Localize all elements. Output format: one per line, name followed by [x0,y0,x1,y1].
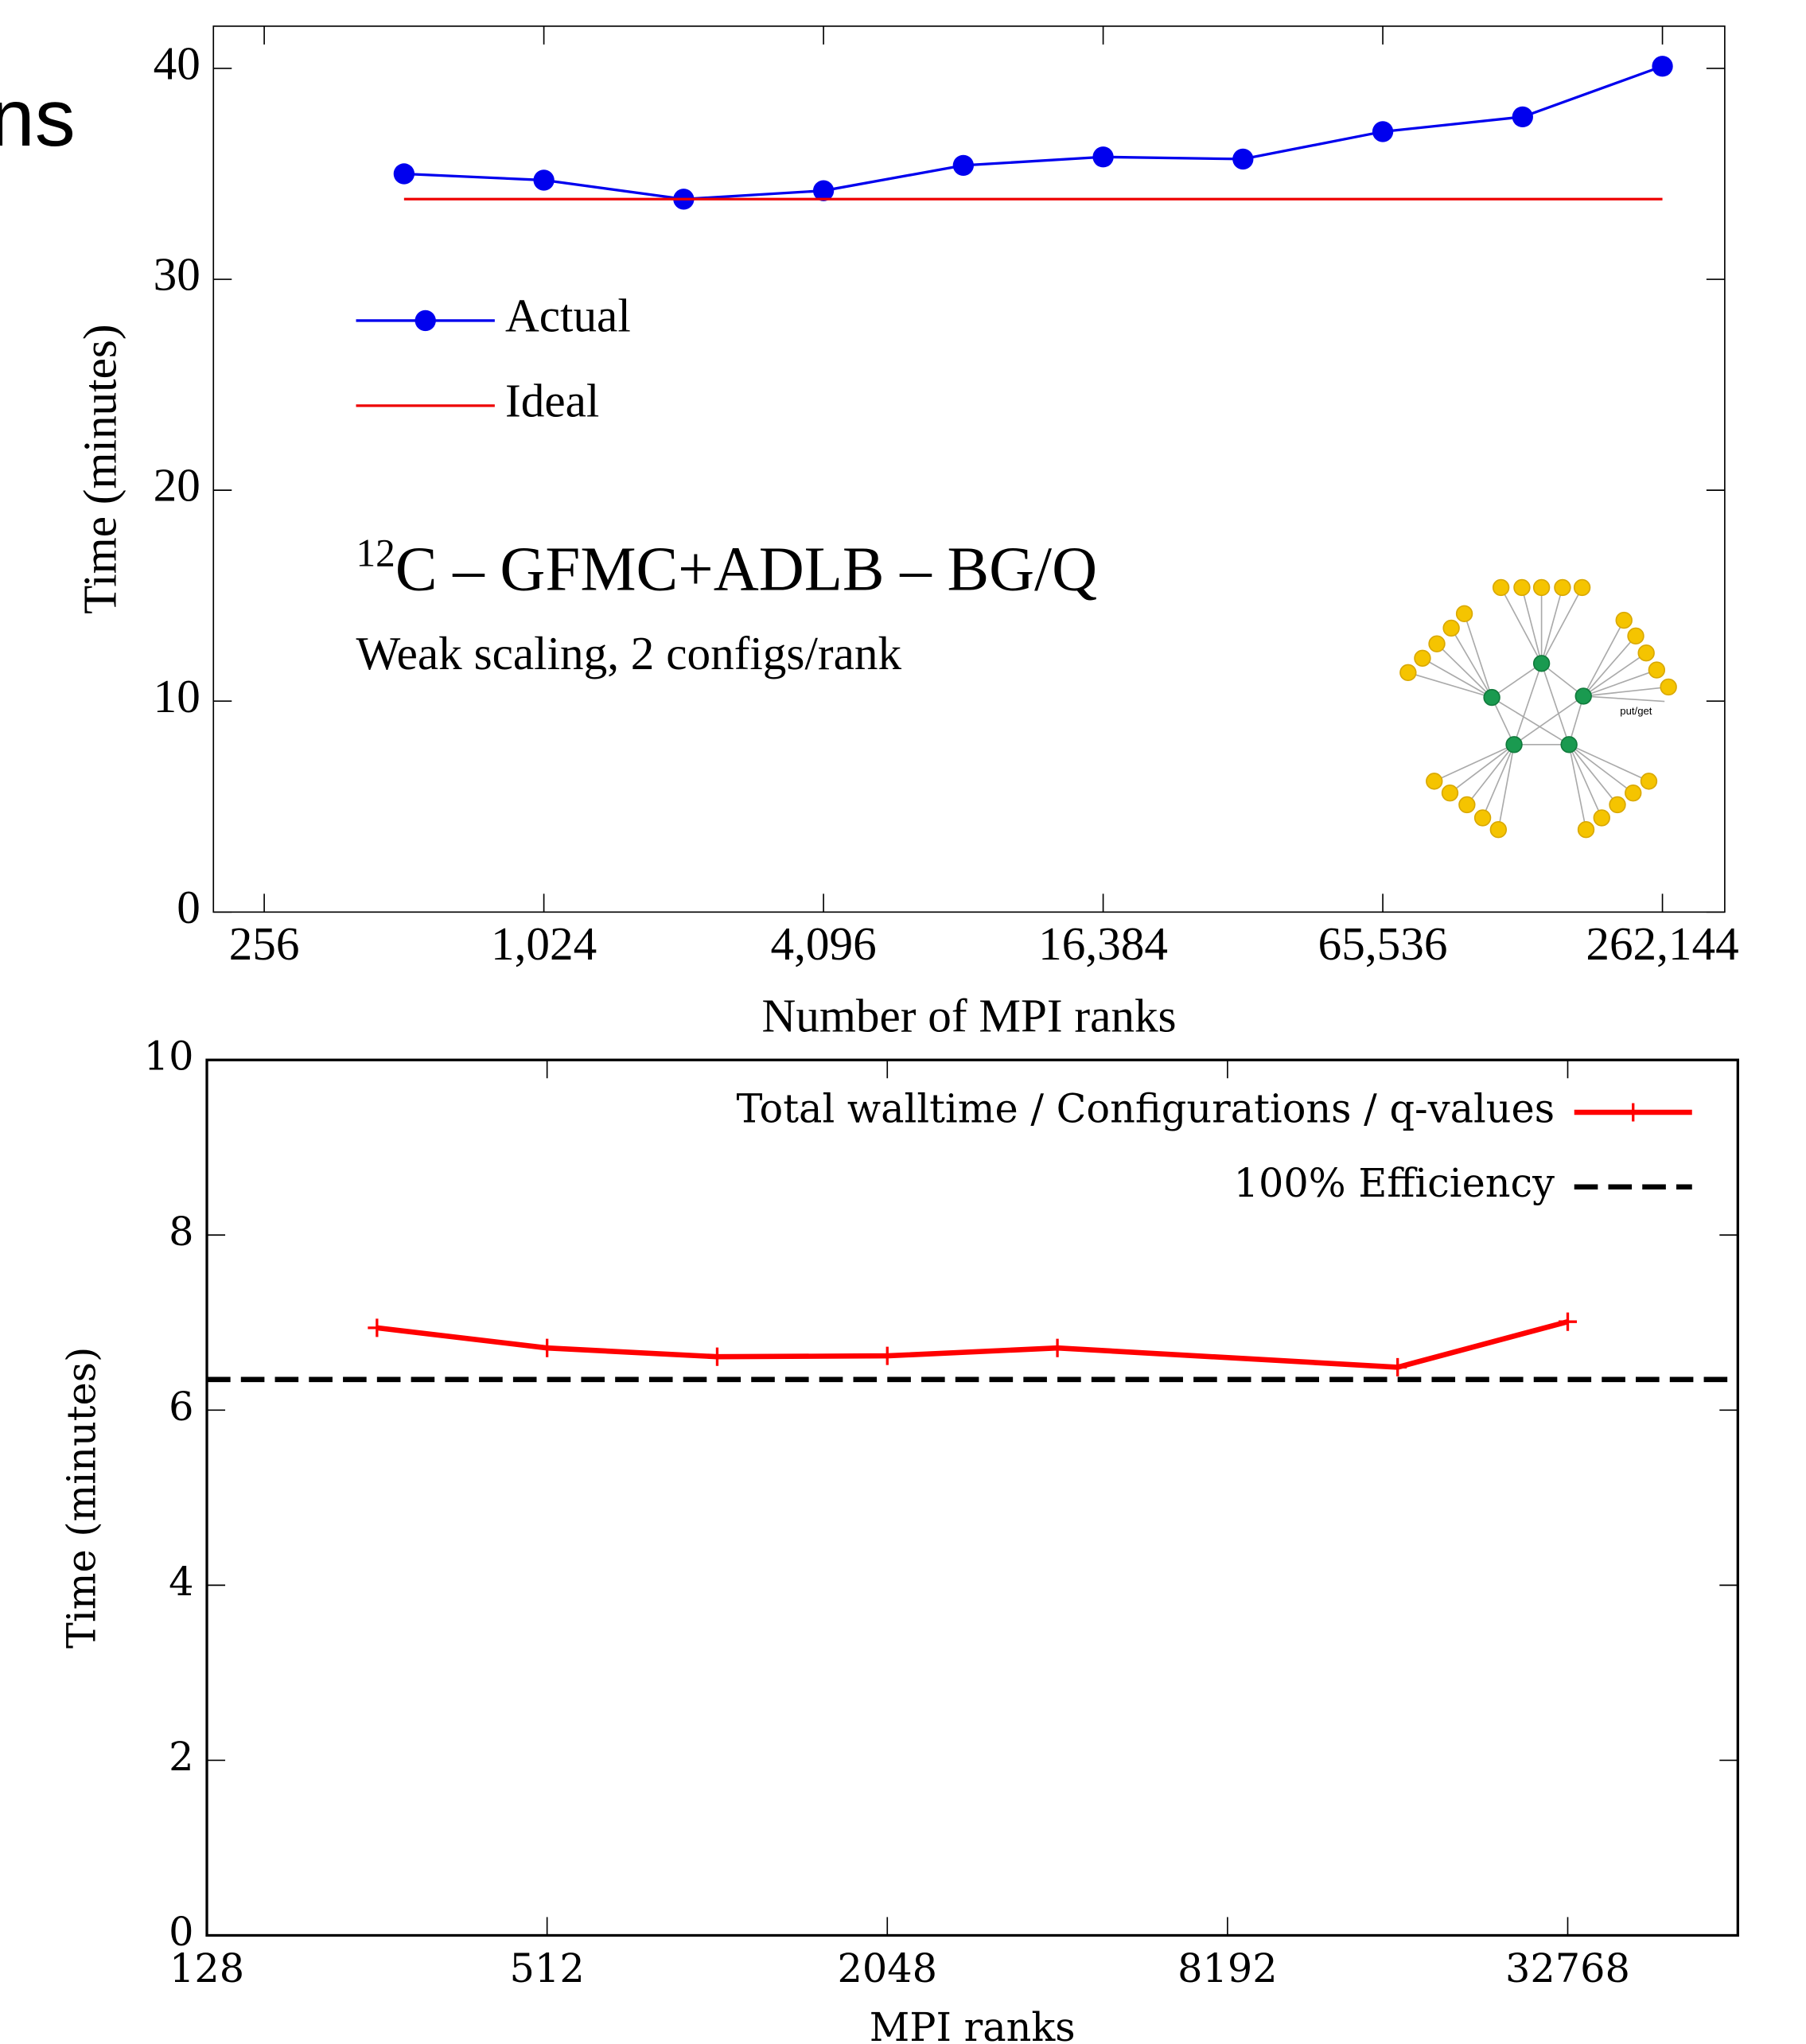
y-tick-label: 10 [154,670,200,722]
x-axis-label: Number of MPI ranks [762,989,1177,1041]
x-tick-label: 65,536 [1318,917,1448,970]
marker [1048,1338,1067,1357]
marker [1092,146,1114,168]
y-tick-label: 40 [154,37,200,89]
marker [1232,148,1254,170]
marker [368,1318,387,1337]
legend-label: Ideal [505,374,599,426]
legend-label: 100% Efficiency [1234,1160,1555,1206]
series-line [403,64,1664,201]
x-tick-label: 128 [169,1945,244,1991]
y-axis-label: Time (minutes) [59,1347,105,1649]
marker [415,310,436,332]
marker [812,180,835,201]
annotation: 12C – GFMC+ADLB – BG/Q [356,531,1098,605]
y-tick-label: 6 [169,1384,193,1430]
marker [878,1346,897,1365]
y-tick-label: 20 [154,459,200,512]
annotation-text: C – GFMC+ADLB – BG/Q [395,535,1097,605]
y-tick-label: 0 [177,881,200,933]
plot-frame [205,1058,1739,1937]
annotation-subtext: Weak scaling, 2 configs/rank [356,627,902,679]
y-tick-label: 4 [169,1559,193,1605]
header-fragment: ns [0,72,76,163]
y-tick-label: 8 [169,1209,193,1255]
marker [1652,56,1673,77]
marker [1624,1103,1643,1122]
x-tick-label: 32768 [1505,1945,1630,1991]
x-tick-label: 8192 [1177,1945,1278,1991]
y-tick-label: 2 [169,1734,193,1780]
chart: 256 1,024 4,096 16,384 65,536 262,144 0 10 20 30 4… [73,25,1739,1041]
x-tick-label: 16,384 [1038,917,1168,970]
marker [393,163,415,185]
marker [1388,1357,1407,1376]
x-tick-label: 256 [229,917,300,970]
network-inset [1399,578,1677,839]
marker [952,154,974,177]
marker [707,1347,726,1366]
series-line [376,1319,1569,1370]
x-axis-label: MPI ranks [870,2004,1076,2044]
legend-label: Actual [505,290,631,342]
plot-frame [212,25,1726,913]
marker [538,1338,557,1357]
legend-label: Total walltime / Configurations / q-valu… [736,1085,1555,1131]
marker [1558,1312,1578,1331]
marker [533,169,555,191]
y-tick-label: 0 [169,1909,193,1955]
x-tick-label: 4,096 [771,917,877,970]
x-tick-label: 512 [510,1945,585,1991]
inset-label: put/get [1620,705,1652,717]
chart: 128 512 2048 8192 32768 0 2 4 6 8 10 MPI ranks Time … [59,1034,1739,2044]
y-tick-label: 10 [144,1034,194,1080]
y-tick-label: 30 [154,248,200,301]
marker [1512,106,1533,128]
y-axis-label: Time (minutes) [73,324,126,613]
x-tick-label: 2048 [837,1945,937,1991]
marker [1372,121,1394,142]
x-tick-label: 262,144 [1586,917,1738,970]
x-tick-label: 1,024 [491,917,597,970]
annotation-superscript: 12 [356,531,395,575]
